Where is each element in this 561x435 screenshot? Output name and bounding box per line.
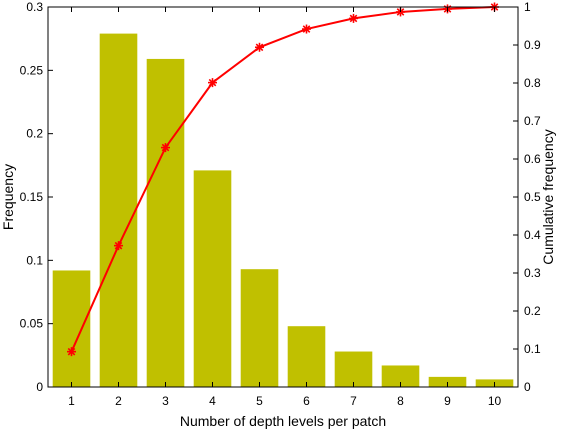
bar-series (52, 33, 514, 388)
cumulative-line (70, 6, 495, 353)
bar-6 (287, 326, 326, 387)
bar-2 (99, 33, 138, 387)
y-tick-label-right: 0.6 (524, 152, 541, 166)
y-tick-label-left: 0.1 (26, 253, 43, 267)
bar-5 (240, 269, 279, 387)
y-axis-label-right: Cumulative frequency (540, 129, 556, 264)
y-tick-label-right: 0.7 (524, 114, 541, 128)
cumulative-point-5 (255, 42, 264, 52)
y-tick-label-right: 0.3 (524, 266, 541, 280)
y-tick-label-right: 0.5 (524, 190, 541, 204)
y-tick-label-left: 0.15 (20, 190, 44, 204)
y-tick-label-left: 0.05 (20, 317, 44, 331)
bar-4 (193, 170, 232, 387)
cumulative-point-6 (302, 24, 311, 34)
cumulative-point-3 (161, 143, 170, 153)
cumulative-point-2 (114, 241, 123, 251)
cumulative-point-4 (208, 78, 217, 88)
x-tick-label: 7 (350, 394, 357, 408)
bar-8 (381, 365, 420, 387)
y-tick-label-right: 0.9 (524, 38, 541, 52)
y-tick-label-right: 0.2 (524, 304, 541, 318)
bar-9 (428, 376, 467, 387)
x-tick-label: 8 (397, 394, 404, 408)
x-tick-label: 10 (488, 394, 502, 408)
y-tick-label-left: 0 (36, 380, 43, 394)
y-axis-right: 0 0.1 0.2 0.3 0.4 0.5 0.6 0.7 0.8 0.9 1 (513, 0, 541, 394)
bar-7 (334, 351, 373, 387)
y-tick-label-left: 0.3 (26, 0, 43, 14)
cumulative-point-1 (67, 347, 76, 357)
x-tick-label: 2 (115, 394, 122, 408)
y-tick-label-left: 0.25 (20, 63, 44, 77)
x-tick-label: 4 (209, 394, 216, 408)
y-axis-left: 0 0.05 0.1 0.15 0.2 0.25 0.3 (20, 0, 53, 394)
y-tick-label-right: 0.8 (524, 76, 541, 90)
bar-3 (146, 58, 185, 388)
x-tick-label: 9 (444, 394, 451, 408)
cumulative-point-7 (349, 13, 358, 23)
x-tick-label: 3 (162, 394, 169, 408)
x-axis-label: Number of depth levels per patch (180, 413, 386, 429)
y-axis-label-left: Frequency (0, 164, 16, 230)
y-tick-label-right: 0.1 (524, 342, 541, 356)
x-axis: 1 2 3 4 5 6 7 8 9 10 (68, 7, 501, 408)
y-tick-label-right: 0.4 (524, 228, 541, 242)
y-tick-label-right: 0 (524, 380, 531, 394)
x-tick-label: 6 (303, 394, 310, 408)
y-tick-label-right: 1 (524, 0, 531, 14)
x-tick-label: 1 (68, 394, 75, 408)
y-tick-label-left: 0.2 (26, 127, 43, 141)
bar-1 (52, 270, 91, 387)
x-tick-label: 5 (256, 394, 263, 408)
